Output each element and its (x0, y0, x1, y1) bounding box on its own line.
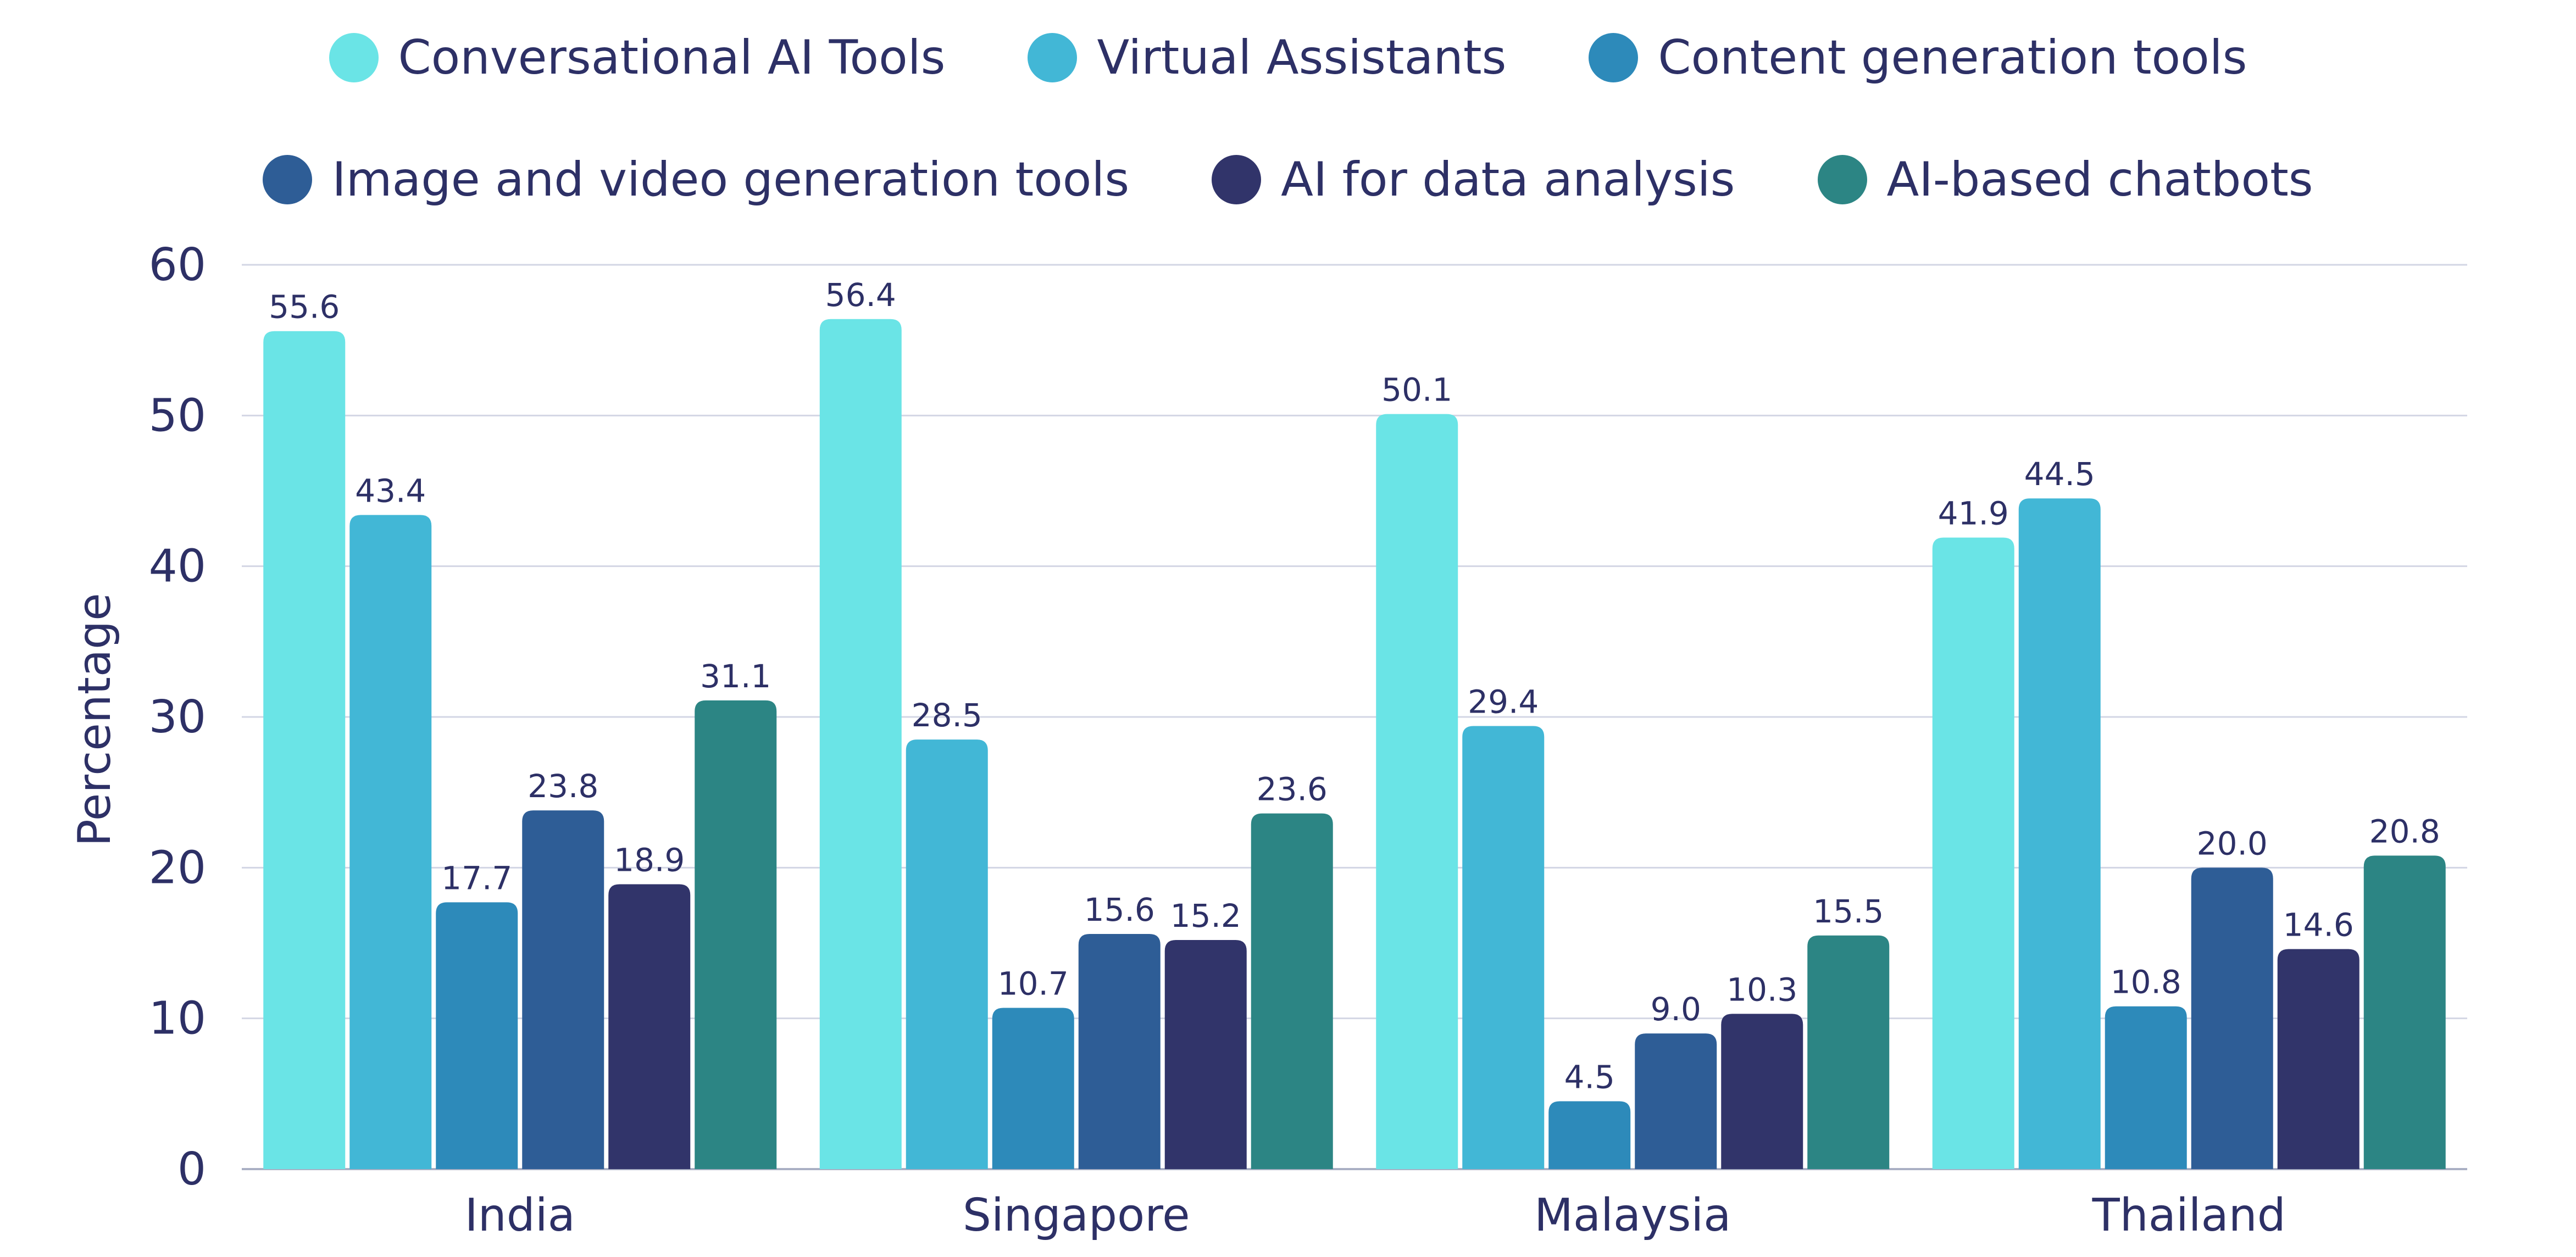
bar (349, 515, 432, 1169)
bar (1635, 1033, 1717, 1169)
legend-swatch (329, 33, 379, 82)
legend-label: Virtual Assistants (1097, 30, 1507, 85)
data-label: 55.6 (269, 288, 340, 326)
bar (992, 1008, 1074, 1169)
legend-swatch (263, 155, 313, 204)
data-label: 10.7 (998, 965, 1069, 1002)
x-tick-label: Malaysia (1534, 1189, 1731, 1242)
bar (263, 331, 346, 1169)
bar (2277, 949, 2360, 1169)
bar (906, 739, 988, 1169)
legend-swatch (1589, 33, 1639, 82)
y-axis-label: Percentage (69, 593, 121, 846)
data-label: 14.6 (2283, 906, 2354, 943)
data-label: 4.5 (1564, 1059, 1615, 1096)
data-label: 15.2 (1170, 897, 1241, 935)
legend-label: Content generation tools (1658, 30, 2247, 85)
bar (436, 902, 518, 1169)
legend-label: Image and video generation tools (332, 152, 1130, 207)
bar (1078, 934, 1161, 1169)
bar (522, 810, 604, 1169)
y-axis: 0 10 20 30 40 50 60 (149, 239, 206, 1195)
data-label: 20.8 (2369, 813, 2440, 850)
bars: 55.6 43.4 17.7 23.8 18.9 31.1 56.4 28.5 10.7 15.6… (263, 276, 2446, 1169)
legend-label: AI for data analysis (1281, 152, 1735, 207)
x-tick-label: Singapore (963, 1189, 1190, 1242)
y-tick-label: 60 (149, 239, 206, 291)
bar (2105, 1006, 2187, 1169)
bar (819, 319, 902, 1169)
data-label: 9.0 (1651, 991, 1701, 1028)
bar (1932, 537, 2014, 1169)
data-label: 20.0 (2197, 825, 2268, 862)
bar (695, 700, 777, 1169)
legend-item[interactable]: Virtual Assistants (1028, 30, 1506, 85)
bar (1548, 1101, 1631, 1169)
legend-swatch (1817, 155, 1867, 204)
y-tick-label: 30 (149, 691, 206, 743)
legend-item[interactable]: AI for data analysis (1212, 152, 1735, 207)
y-tick-label: 10 (149, 993, 206, 1045)
data-label: 44.5 (2024, 455, 2095, 493)
y-tick-label: 20 (149, 842, 206, 894)
legend-row-2: Image and video generation tools AI for d… (0, 149, 2576, 210)
legend-item[interactable]: Conversational AI Tools (329, 30, 946, 85)
data-label: 41.9 (1938, 495, 2009, 532)
data-label: 10.3 (1726, 971, 1797, 1008)
data-label: 23.8 (528, 767, 598, 805)
y-tick-label: 0 (177, 1143, 206, 1195)
legend-item[interactable]: Content generation tools (1589, 30, 2247, 85)
bar (1376, 414, 1458, 1169)
data-label: 50.1 (1381, 371, 1452, 409)
data-label: 43.4 (355, 472, 426, 509)
bar (1462, 726, 1545, 1169)
legend-swatch (1028, 33, 1078, 82)
data-label: 29.4 (1468, 683, 1539, 720)
data-label: 15.6 (1084, 891, 1155, 928)
legend-swatch (1212, 155, 1262, 204)
bar (1251, 813, 1333, 1169)
bar (1807, 935, 1890, 1169)
y-tick-label: 40 (149, 541, 206, 593)
data-label: 18.9 (614, 842, 685, 879)
data-label: 56.4 (825, 276, 896, 314)
bar (608, 884, 691, 1169)
bar (1721, 1014, 1803, 1169)
bar (2363, 855, 2446, 1169)
data-label: 17.7 (441, 859, 512, 897)
data-label: 31.1 (700, 658, 771, 695)
data-label: 28.5 (912, 697, 982, 734)
bar (2018, 498, 2101, 1169)
bar (1164, 940, 1247, 1169)
legend-label: AI-based chatbots (1886, 152, 2313, 207)
legend-item[interactable]: AI-based chatbots (1817, 152, 2313, 207)
legend-item[interactable]: Image and video generation tools (263, 152, 1129, 207)
data-label: 15.5 (1813, 893, 1884, 930)
legend-row-1: Conversational AI Tools Virtual Assistant… (0, 27, 2576, 88)
bar (2191, 867, 2273, 1169)
x-tick-label: India (465, 1189, 575, 1242)
y-tick-label: 50 (149, 390, 206, 442)
x-axis: India Singapore Malaysia Thailand (465, 1189, 2286, 1242)
legend-label: Conversational AI Tools (398, 30, 946, 85)
data-label: 10.8 (2111, 964, 2181, 1001)
data-label: 23.6 (1257, 771, 1328, 808)
x-tick-label: Thailand (2092, 1189, 2286, 1242)
